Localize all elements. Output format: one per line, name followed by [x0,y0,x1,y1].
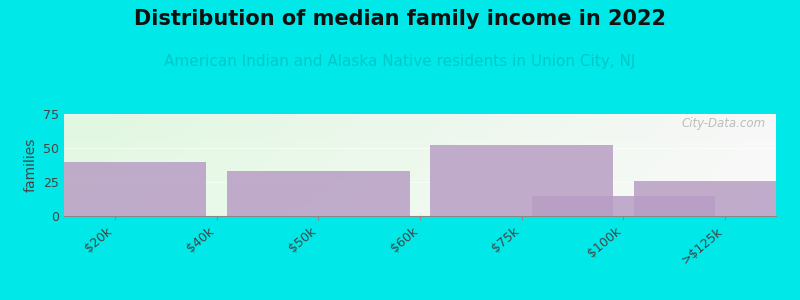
Bar [23,162,206,216]
Bar [634,181,800,216]
Bar [226,171,410,216]
Y-axis label: families: families [23,138,38,192]
Text: City-Data.com: City-Data.com [681,117,766,130]
Text: American Indian and Alaska Native residents in Union City, NJ: American Indian and Alaska Native reside… [164,54,636,69]
Text: Distribution of median family income in 2022: Distribution of median family income in … [134,9,666,29]
Bar [532,196,715,216]
Bar [430,145,614,216]
